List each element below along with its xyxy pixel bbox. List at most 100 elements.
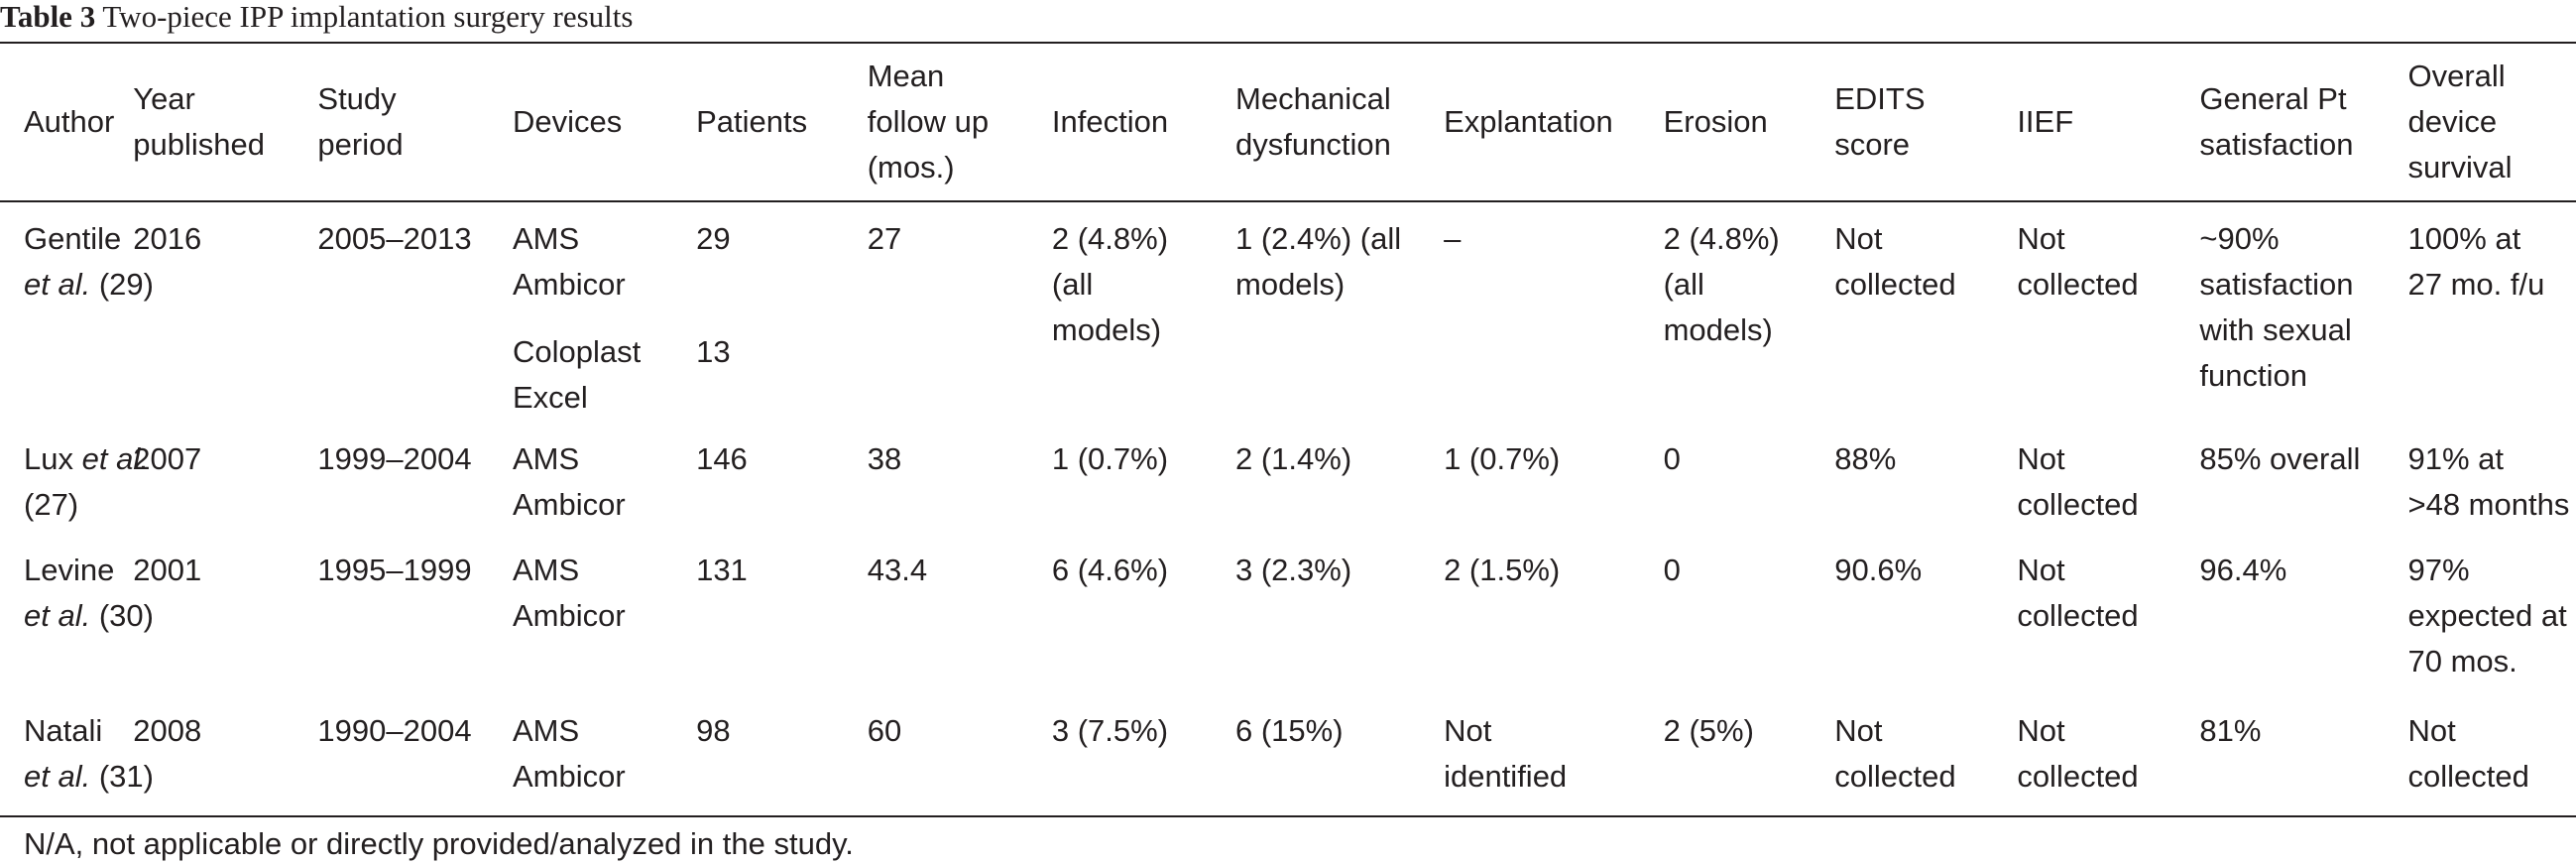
patients-spacer (696, 262, 844, 308)
satisfaction-cell: ~90% satisfaction with sexual function (2175, 200, 2384, 421)
author-name: Levine (24, 553, 115, 587)
column-header: Erosion (1640, 44, 1812, 200)
mechanical-cell: 2 (1.4%) (1212, 421, 1420, 528)
author-ref: (30) (98, 598, 154, 633)
edits-cell-line: Not (1834, 713, 1883, 748)
satisfaction-cell-line: 96.4% (2199, 553, 2287, 587)
survival-cell-line: expected at (2407, 598, 2567, 633)
column-header-line: General Pt (2199, 81, 2347, 116)
author-name: Natali (24, 713, 103, 748)
iief-cell-line: Not (2017, 221, 2065, 256)
explantation-cell-line: Not (1444, 713, 1492, 748)
table-row: Levine et al. (30) 2001 1995–1999 AMS Ambicor… (0, 528, 2576, 684)
period-cell: 1990–2004 (293, 684, 489, 800)
iief-cell-line: collected (2017, 487, 2139, 522)
column-header-line: Mean (867, 59, 945, 93)
author-cell: Levine et al. (30) (0, 528, 154, 684)
table-footnote: N/A, not applicable or directly provided… (24, 826, 854, 861)
devices-cell: AMS Ambicor (489, 684, 672, 800)
iief-cell: Not collected (1993, 200, 2175, 421)
survival-cell: 91% at >48 months (2384, 421, 2576, 528)
iief-cell: Not collected (1993, 684, 2175, 800)
erosion-cell-line: 0 (1663, 553, 1681, 587)
survival-cell-line: 27 mo. f/u (2407, 267, 2545, 302)
devices-cell: AMS Ambicor Coloplast Excel (489, 200, 672, 421)
year-cell-value: 2001 (133, 553, 202, 587)
iief-cell-line: collected (2017, 759, 2139, 794)
infection-cell-line: 2 (4.8%) (1051, 221, 1169, 256)
edits-cell-line: 90.6% (1834, 553, 1923, 587)
iief-cell-line: Not (2017, 441, 2065, 476)
column-header-line: Author (24, 104, 115, 139)
author-line: Lux et al. (24, 436, 149, 482)
author-etal: et al. (24, 598, 91, 633)
period-cell: 1999–2004 (293, 421, 489, 528)
infection-cell: 2 (4.8%) (all models) (1028, 200, 1212, 421)
column-header-line: Study (317, 81, 397, 116)
infection-cell-line: (all (1051, 267, 1094, 302)
patients-cell: 98 (672, 684, 844, 800)
erosion-cell-line: 0 (1663, 441, 1681, 476)
erosion-cell-line: 2 (4.8%) (1663, 221, 1780, 256)
table-caption: Table 3 Two-piece IPP implantation surge… (0, 0, 633, 40)
year-cell: 2001 (109, 528, 293, 684)
column-header-line: IIEF (2017, 104, 2074, 139)
mechanical-cell: 6 (15%) (1212, 684, 1420, 800)
patients-value: 29 (696, 221, 731, 256)
explantation-cell-line: – (1444, 221, 1462, 256)
table-row: Gentile et al. (29) 2016 2005–2013 AMS Ambico… (0, 200, 2576, 421)
devices-cell: AMS Ambicor (489, 528, 672, 684)
column-header: Author (0, 44, 115, 200)
satisfaction-cell-line: ~90% (2199, 221, 2280, 256)
table-body: Gentile et al. (29) 2016 2005–2013 AMS Ambico… (0, 200, 2576, 800)
mechanical-cell-line: 3 (2.3%) (1235, 553, 1352, 587)
followup-cell-line: 38 (867, 441, 902, 476)
satisfaction-cell: 85% overall (2175, 421, 2384, 528)
iief-cell: Not collected (1993, 421, 2175, 528)
device-line: AMS (512, 441, 580, 476)
results-table: Author Year published Study period Devices Pat… (0, 44, 2576, 800)
column-header-line: Patients (696, 104, 808, 139)
device-line: Ambicor (512, 759, 626, 794)
table-caption-label: Table 3 (0, 0, 96, 34)
infection-cell-line: models) (1051, 312, 1162, 347)
patients-cell: 146 (672, 421, 844, 528)
year-cell-value: 2008 (133, 713, 202, 748)
survival-cell-line: Not (2407, 713, 2456, 748)
author-line: Gentile (24, 216, 121, 262)
survival-cell: 97% expected at 70 mos. (2384, 528, 2576, 684)
year-cell: 2016 (109, 200, 293, 421)
device-line: AMS (512, 713, 580, 748)
explantation-cell: 1 (0.7%) (1420, 421, 1640, 528)
author-name: Lux (24, 441, 73, 476)
erosion-cell-line: 2 (5%) (1663, 713, 1754, 748)
period-cell: 1995–1999 (293, 528, 489, 684)
header-row: Author Year published Study period Devices Pat… (0, 44, 2576, 200)
column-header-line: Devices (512, 104, 623, 139)
survival-cell: 100% at 27 mo. f/u (2384, 200, 2576, 421)
column-header: Devices (489, 44, 672, 200)
satisfaction-cell: 96.4% (2175, 528, 2384, 684)
author-line: et al. (30) (24, 593, 154, 639)
period-cell-value: 1999–2004 (317, 441, 472, 476)
followup-cell: 38 (844, 421, 1028, 528)
explantation-cell: 2 (1.5%) (1420, 528, 1640, 684)
edits-cell: 88% (1811, 421, 1993, 528)
device-line: Ambicor (512, 598, 626, 633)
explantation-cell-line: 1 (0.7%) (1444, 441, 1561, 476)
author-etal: et al. (81, 441, 149, 476)
erosion-cell-line: (all (1663, 267, 1704, 302)
edits-cell-line: Not (1834, 221, 1883, 256)
edits-cell: Not collected (1811, 200, 1993, 421)
column-header-line: EDITS (1834, 81, 1926, 116)
devices-cell: AMS Ambicor (489, 421, 672, 528)
erosion-cell: 2 (4.8%) (all models) (1640, 200, 1812, 421)
edits-cell-line: 88% (1834, 441, 1897, 476)
satisfaction-cell-line: 81% (2199, 713, 2262, 748)
column-header-line: Year (133, 81, 195, 116)
column-header-line: (mos.) (867, 150, 955, 185)
column-header-line: Explantation (1444, 104, 1613, 139)
satisfaction-cell-line: satisfaction (2199, 267, 2354, 302)
followup-cell-line: 27 (867, 221, 902, 256)
device-line: AMS (512, 553, 580, 587)
